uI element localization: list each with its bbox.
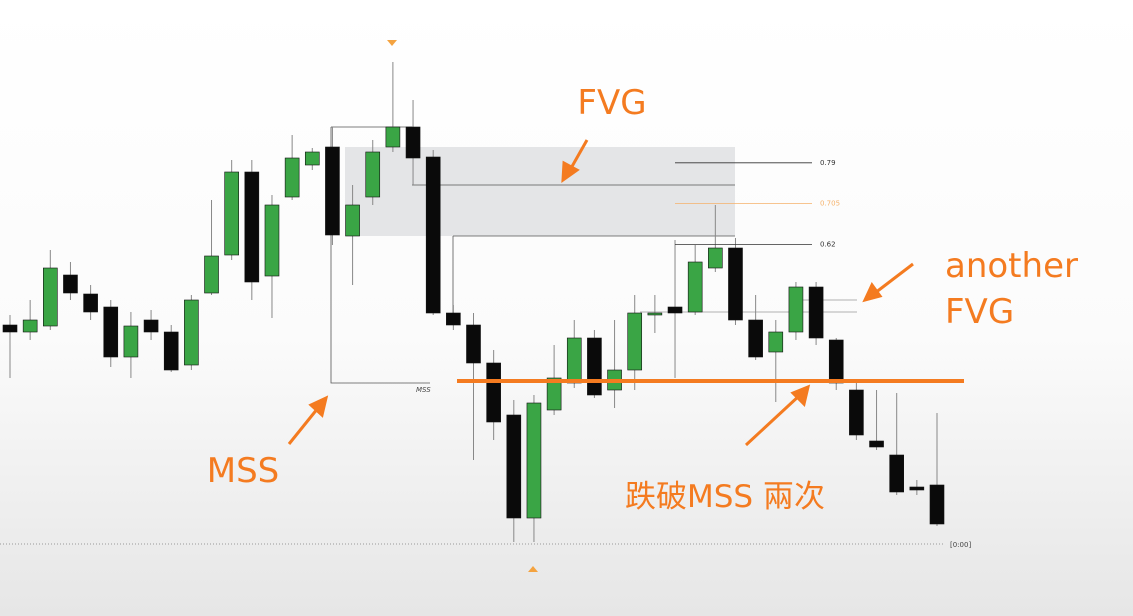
body bbox=[788, 286, 804, 333]
annotation: MSS bbox=[207, 451, 280, 491]
arrow bbox=[287, 407, 320, 445]
body bbox=[284, 157, 300, 198]
marker bbox=[387, 40, 397, 46]
arrow bbox=[744, 393, 802, 447]
body bbox=[385, 126, 401, 148]
body bbox=[2, 324, 18, 333]
body bbox=[143, 319, 159, 333]
body bbox=[83, 293, 98, 313]
body bbox=[546, 377, 562, 411]
body bbox=[728, 247, 743, 321]
body bbox=[768, 331, 784, 353]
body bbox=[22, 319, 38, 333]
body bbox=[43, 267, 58, 327]
annotation: FVG bbox=[945, 292, 1014, 332]
body bbox=[748, 319, 763, 358]
annotation: 跌破MSS 兩次 bbox=[625, 479, 825, 515]
arrow-head bbox=[561, 160, 580, 184]
body bbox=[566, 337, 582, 384]
body bbox=[506, 414, 522, 519]
body bbox=[446, 312, 461, 326]
body bbox=[627, 312, 643, 371]
body bbox=[466, 324, 481, 364]
body bbox=[708, 247, 723, 269]
body bbox=[123, 325, 139, 358]
body bbox=[526, 402, 542, 519]
body bbox=[365, 151, 381, 198]
time-label: [0:00] bbox=[950, 541, 971, 549]
body bbox=[889, 454, 904, 493]
candles bbox=[2, 62, 945, 542]
body bbox=[224, 171, 239, 256]
body bbox=[909, 486, 925, 491]
body bbox=[163, 331, 179, 371]
body bbox=[325, 146, 340, 236]
fvg-zone bbox=[345, 147, 735, 236]
arrow-head bbox=[862, 282, 883, 303]
body bbox=[264, 204, 280, 277]
mss-label: MSS bbox=[416, 386, 431, 394]
body bbox=[828, 339, 844, 384]
annotation: FVG bbox=[577, 83, 646, 123]
fib-label: 0.705 bbox=[820, 200, 840, 208]
annotation: another bbox=[945, 246, 1078, 286]
body bbox=[405, 126, 421, 159]
fib-label: 0.62 bbox=[820, 240, 836, 248]
arrow bbox=[568, 139, 589, 171]
body bbox=[849, 389, 864, 436]
body bbox=[184, 299, 199, 366]
body bbox=[204, 255, 219, 294]
fib-label: 0.79 bbox=[820, 159, 836, 167]
body bbox=[425, 156, 441, 314]
arrows bbox=[287, 139, 914, 447]
body bbox=[687, 261, 703, 313]
body bbox=[869, 440, 884, 448]
arrow-head bbox=[308, 395, 329, 418]
body bbox=[647, 312, 663, 316]
arrow-head bbox=[790, 384, 811, 407]
arrow bbox=[874, 262, 914, 295]
body bbox=[587, 337, 602, 396]
body bbox=[63, 274, 78, 294]
body bbox=[244, 171, 260, 283]
body bbox=[667, 306, 683, 314]
body bbox=[486, 362, 501, 423]
body bbox=[345, 204, 360, 237]
body bbox=[808, 286, 824, 339]
marker bbox=[528, 566, 538, 572]
body bbox=[304, 151, 320, 166]
body bbox=[929, 484, 945, 525]
body bbox=[103, 306, 119, 358]
